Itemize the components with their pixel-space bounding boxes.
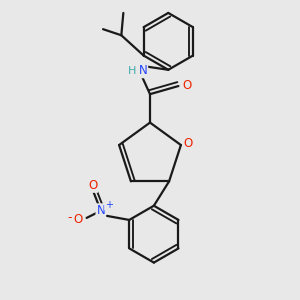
Text: H: H (128, 66, 136, 76)
Text: N: N (139, 64, 147, 77)
Text: -: - (67, 212, 72, 224)
Text: N: N (96, 204, 105, 217)
Text: O: O (182, 79, 191, 92)
Text: +: + (105, 200, 113, 210)
Text: O: O (183, 136, 193, 149)
Text: O: O (74, 213, 83, 226)
Text: O: O (88, 179, 97, 192)
